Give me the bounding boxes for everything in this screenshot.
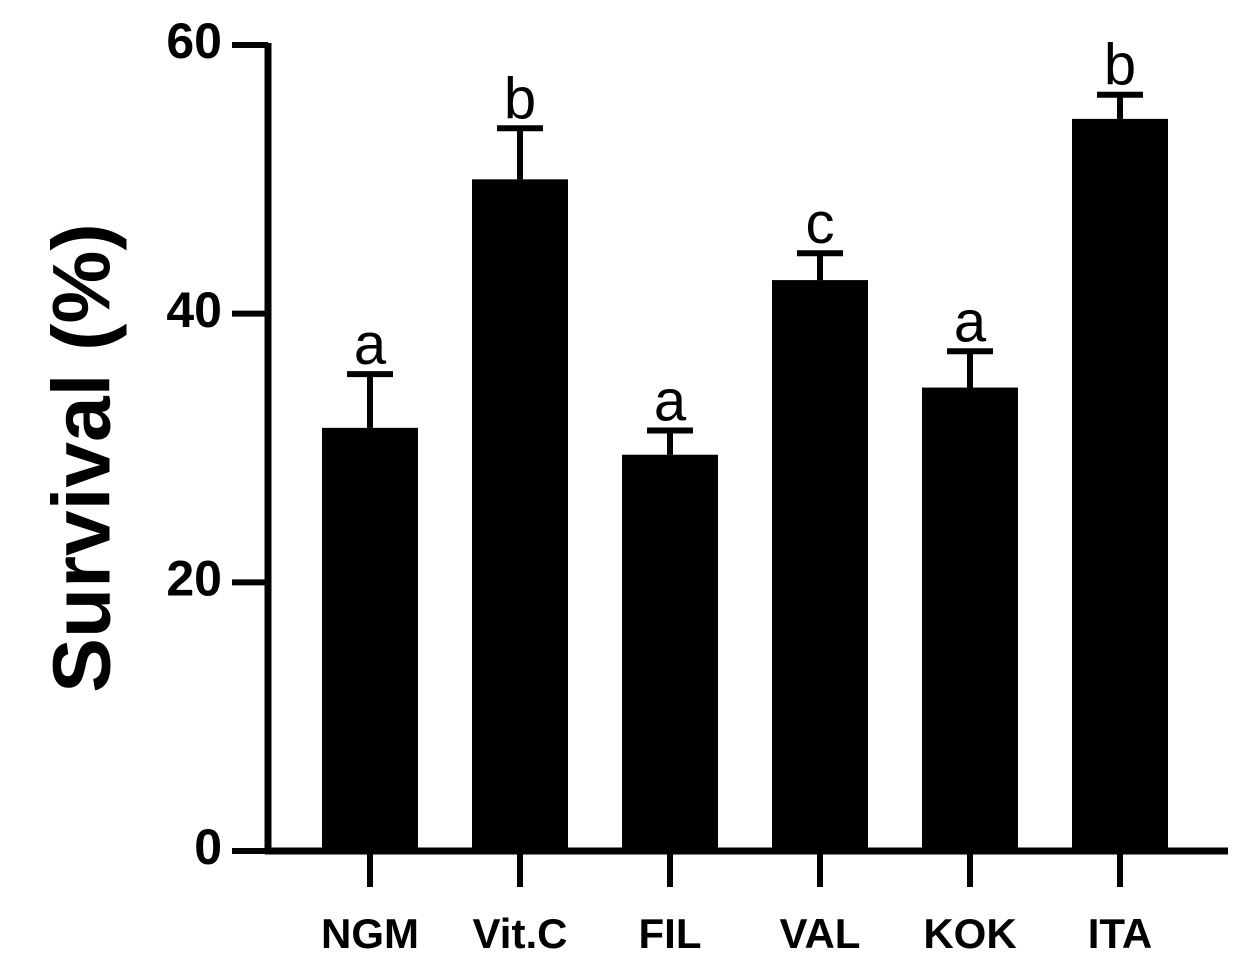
x-axis: NGM Vit.C FIL VAL KOK ITA [265, 847, 1228, 957]
bar [922, 387, 1018, 851]
bars: a b a c a b [322, 33, 1168, 852]
y-axis-label: Survival (%) [37, 223, 128, 692]
bar [472, 179, 568, 852]
y-tick-label: 20 [166, 551, 222, 607]
x-tick-label: KOK [923, 910, 1016, 957]
x-tick-label: Vit.C [473, 910, 568, 957]
significance-label: b [504, 66, 536, 131]
significance-label: a [354, 312, 387, 377]
significance-label: c [806, 191, 835, 256]
significance-label: a [954, 289, 987, 354]
x-tick-label: ITA [1088, 910, 1153, 957]
bar [772, 280, 868, 851]
y-tick-label: 0 [194, 819, 222, 875]
y-tick-label: 60 [166, 13, 222, 69]
x-tick-label: FIL [639, 910, 702, 957]
bar [622, 454, 718, 851]
significance-label: a [654, 369, 687, 434]
bar [322, 427, 418, 851]
x-tick-label: VAL [780, 910, 861, 957]
x-tick-label: NGM [321, 910, 419, 957]
significance-label: b [1104, 33, 1136, 98]
y-tick-label: 40 [166, 282, 222, 338]
bar [1072, 118, 1168, 852]
y-axis: 0 20 40 60 [166, 13, 272, 875]
